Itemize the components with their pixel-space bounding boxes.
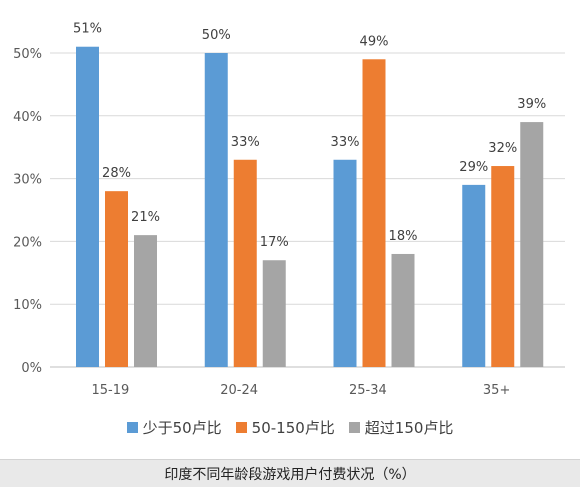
data-label: 18%	[389, 229, 418, 244]
bar-chart: 0% 10% 20% 30% 40% 50% 51% 28% 21% 15-19 50% 33% 17%…	[13, 22, 565, 398]
bar	[76, 46, 99, 367]
data-label: 50%	[202, 28, 231, 43]
data-label: 33%	[331, 135, 360, 150]
legend-swatch-1	[235, 422, 247, 433]
x-tick-label: 35+	[483, 383, 510, 398]
bar	[105, 191, 128, 367]
chart-caption: 印度不同年龄段游戏用户付费状况（%）	[0, 459, 580, 487]
bar	[204, 53, 228, 367]
data-label: 21%	[131, 210, 160, 225]
data-label: 17%	[260, 235, 289, 250]
legend-item-series-0: 少于50卢比	[126, 417, 222, 438]
y-tick-label: 40%	[13, 110, 42, 125]
data-label: 33%	[231, 135, 260, 150]
y-tick-label: 10%	[13, 298, 42, 313]
y-tick-label: 20%	[13, 235, 42, 250]
bar	[333, 159, 357, 367]
bar	[520, 122, 544, 367]
legend-label-0: 少于50卢比	[142, 419, 222, 437]
x-tick-label: 25-34	[349, 383, 387, 398]
legend: 少于50卢比 50-150卢比 超过150卢比	[0, 417, 580, 438]
x-tick-label: 20-24	[220, 383, 258, 398]
legend-item-series-1: 50-150卢比	[235, 417, 335, 438]
data-label: 39%	[517, 97, 546, 112]
legend-swatch-0	[126, 422, 138, 433]
legend-label-1: 50-150卢比	[251, 419, 335, 437]
bar	[233, 159, 257, 367]
bar	[134, 235, 157, 367]
bar	[391, 253, 415, 367]
data-label: 29%	[459, 160, 488, 175]
bar	[491, 166, 515, 367]
x-tick-label: 15-19	[91, 383, 129, 398]
legend-item-series-2: 超过150卢比	[348, 417, 454, 438]
data-label: 51%	[73, 22, 102, 37]
y-tick-label: 30%	[13, 173, 42, 188]
y-tick-label: 50%	[13, 47, 42, 62]
data-label: 49%	[360, 34, 389, 49]
data-label: 28%	[102, 166, 131, 181]
bar	[262, 260, 286, 367]
y-tick-label: 0%	[21, 361, 42, 376]
bar	[462, 184, 486, 367]
data-label: 32%	[488, 141, 517, 156]
legend-label-2: 超过150卢比	[364, 419, 454, 437]
legend-swatch-2	[348, 422, 360, 433]
bar	[362, 59, 386, 367]
